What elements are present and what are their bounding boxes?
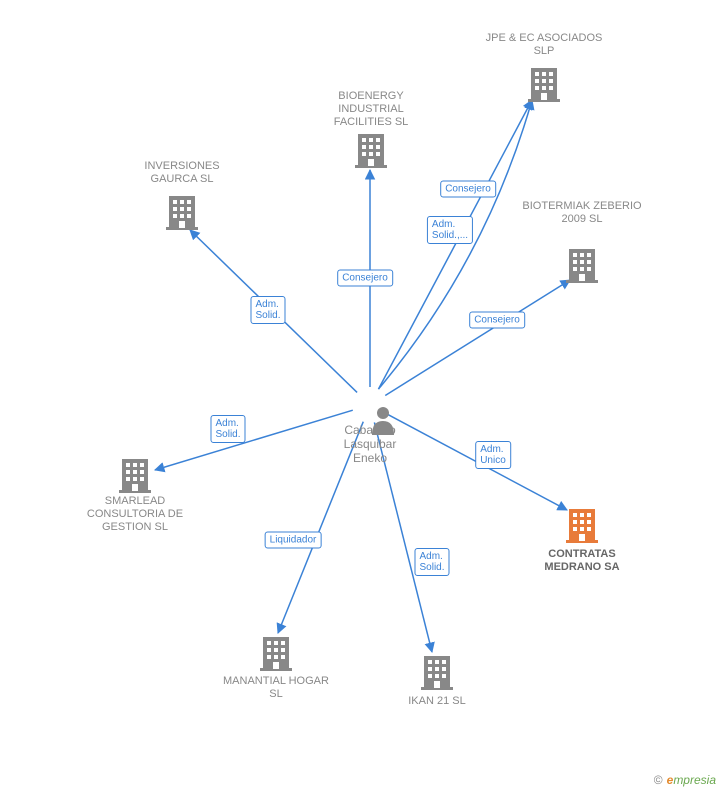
edge-label-0: Adm. Solid. bbox=[250, 296, 285, 324]
edge-label-8: Adm. Unico bbox=[475, 441, 511, 469]
edge-label-3: Adm. Solid.,... bbox=[427, 216, 473, 244]
edge-label-7: Adm. Solid. bbox=[414, 548, 449, 576]
building-icon-ikan bbox=[421, 654, 453, 690]
building-icon-manantial bbox=[260, 635, 292, 671]
building-icon-jpe bbox=[528, 66, 560, 102]
brand-logo: empresia bbox=[667, 773, 716, 787]
edge-line-5 bbox=[155, 410, 353, 470]
node-label-biotermiak: BIOTERMIAK ZEBERIO 2009 SL bbox=[522, 200, 642, 226]
node-label-jpe: JPE & EC ASOCIADOS SLP bbox=[484, 32, 604, 58]
node-label-inversiones: INVERSIONES GAURCA SL bbox=[122, 160, 242, 186]
edge-line-4 bbox=[385, 280, 570, 395]
edge-line-2 bbox=[378, 100, 532, 389]
node-label-smarlead: SMARLEAD CONSULTORIA DE GESTION SL bbox=[75, 495, 195, 534]
building-icon-inversiones bbox=[166, 194, 198, 230]
building-icon-biotermiak bbox=[566, 247, 598, 283]
node-label-contratas: CONTRATAS MEDRANO SA bbox=[522, 548, 642, 574]
building-icon-smarlead bbox=[119, 457, 151, 493]
node-label-manantial: MANANTIAL HOGAR SL bbox=[216, 675, 336, 701]
edge-label-1: Consejero bbox=[337, 270, 393, 287]
edge-label-4: Consejero bbox=[469, 312, 525, 329]
edge-label-2: Consejero bbox=[440, 181, 496, 198]
edge-label-5: Adm. Solid. bbox=[210, 415, 245, 443]
building-icon-bioenergy bbox=[355, 132, 387, 168]
copyright-symbol: © bbox=[654, 773, 663, 787]
node-label-bioenergy: BIOENERGY INDUSTRIAL FACILITIES SL bbox=[311, 90, 431, 129]
building-icon-contratas bbox=[566, 507, 598, 543]
footer-credit: © empresia bbox=[654, 773, 716, 787]
edge-label-6: Liquidador bbox=[265, 532, 322, 549]
center-label: CaballeroLasquibarEneko bbox=[325, 423, 415, 465]
node-label-ikan: IKAN 21 SL bbox=[377, 695, 497, 708]
